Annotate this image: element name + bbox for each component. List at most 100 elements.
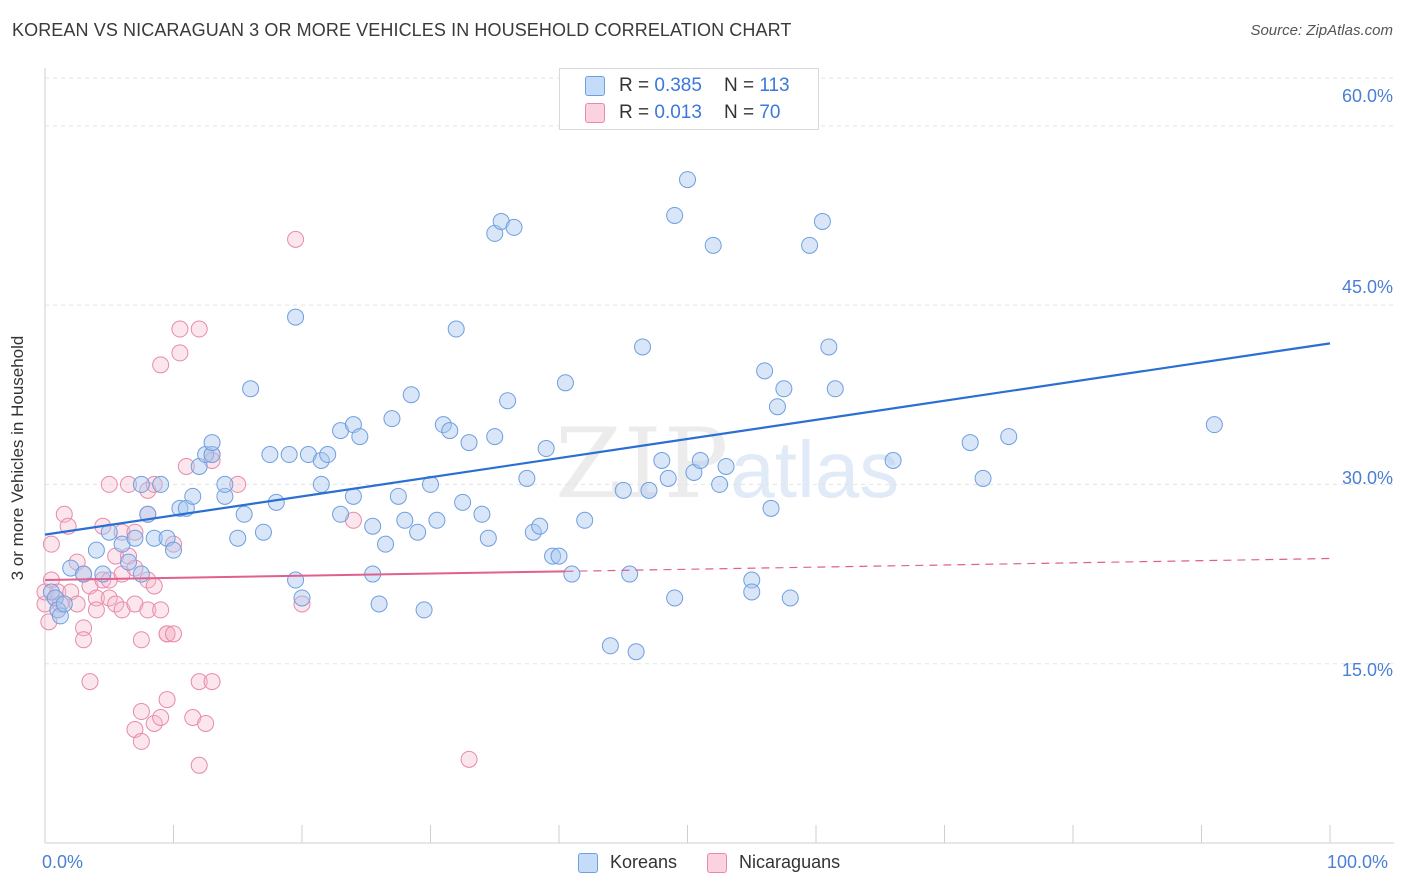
nicaraguan-point xyxy=(132,732,150,750)
x-tick-label-min: 0.0% xyxy=(42,852,84,872)
watermark-atlas: atlas xyxy=(730,425,900,514)
correlation-legend: R = 0.385 N = 113 R = 0.013 N = 70 xyxy=(559,68,819,130)
nicaraguan-point xyxy=(203,673,221,691)
nicaraguan-point xyxy=(158,625,176,643)
korean-point xyxy=(145,529,163,547)
nicaraguan-point xyxy=(197,714,215,732)
korean-point xyxy=(75,565,93,583)
korean-point xyxy=(152,475,170,493)
nicaraguan-point xyxy=(145,475,163,493)
korean-point xyxy=(961,434,979,452)
korean-point xyxy=(287,571,305,589)
korean-point xyxy=(627,643,645,661)
x-tick-label-max: 100.0% xyxy=(1327,852,1389,872)
legend-item-koreans[interactable]: Koreans xyxy=(578,852,677,873)
nicaraguan-point xyxy=(190,320,208,338)
watermark: ZIPatlas xyxy=(555,408,899,520)
nicaraguan-point xyxy=(120,475,138,493)
legend-n-label: N = xyxy=(723,75,755,96)
korean-point xyxy=(884,452,902,469)
nicaraguan-point xyxy=(100,589,118,607)
y-tick-label-45: 45.0% xyxy=(1341,277,1393,297)
korean-point xyxy=(743,571,761,589)
korean-point xyxy=(203,446,221,464)
koreans-trend-line xyxy=(44,342,1331,536)
korean-point xyxy=(640,481,658,499)
korean-point xyxy=(659,469,677,487)
legend-n-label: N = xyxy=(723,102,755,123)
korean-point xyxy=(601,637,619,655)
legend-r-value: 0.013 xyxy=(654,102,702,123)
korean-point xyxy=(242,380,260,398)
nicaraguan-point xyxy=(132,631,150,649)
nicaraguan-point xyxy=(139,571,157,589)
series-legend: Koreans Nicaraguans xyxy=(578,852,870,873)
korean-point xyxy=(132,565,150,583)
y-axis-label: 3 or more Vehicles in Household xyxy=(8,335,27,581)
nicaraguan-point xyxy=(293,595,311,613)
korean-point xyxy=(216,475,234,493)
korean-point xyxy=(267,493,285,511)
legend-r-value: 0.385 xyxy=(654,75,702,96)
korean-point xyxy=(332,505,350,523)
korean-point xyxy=(171,499,189,517)
korean-point xyxy=(312,475,330,493)
korean-point xyxy=(132,475,150,493)
korean-point xyxy=(428,511,446,529)
korean-point xyxy=(293,589,311,607)
nicaraguan-point xyxy=(152,356,170,374)
korean-point xyxy=(801,236,819,254)
korean-point xyxy=(351,428,369,446)
korean-point xyxy=(743,583,761,601)
nicaraguans-trend-extension xyxy=(565,557,1331,572)
nicaraguan-point xyxy=(145,577,163,595)
nicaraguan-point xyxy=(190,673,208,691)
korean-point xyxy=(434,416,452,434)
korean-point xyxy=(415,601,433,619)
korean-point xyxy=(775,380,793,398)
korean-point xyxy=(820,338,838,356)
legend-swatch-koreans xyxy=(585,76,605,96)
nicaraguan-point xyxy=(75,631,93,649)
korean-point xyxy=(537,440,555,458)
legend-label-nicaraguans: Nicaraguans xyxy=(739,852,841,872)
nicaraguan-point xyxy=(107,595,125,613)
korean-point xyxy=(216,487,234,505)
korean-point xyxy=(389,487,407,505)
korean-point xyxy=(1000,428,1018,446)
korean-point xyxy=(679,171,696,189)
korean-point xyxy=(756,362,774,380)
nicaraguan-point xyxy=(229,475,247,493)
nicaraguan-point xyxy=(126,559,144,577)
legend-r-label: R = xyxy=(619,75,650,96)
legend-r-label: R = xyxy=(619,102,650,123)
korean-point xyxy=(524,523,542,541)
legend-swatch-nicaraguans xyxy=(585,103,605,123)
legend-item-nicaraguans[interactable]: Nicaraguans xyxy=(707,852,840,873)
korean-point xyxy=(261,446,279,464)
legend-n-value: 113 xyxy=(759,75,790,96)
nicaraguan-point xyxy=(145,714,163,732)
korean-point xyxy=(319,446,337,464)
korean-point xyxy=(499,392,517,410)
nicaraguan-point xyxy=(139,601,157,619)
korean-point xyxy=(364,517,382,535)
nicaraguan-point xyxy=(171,320,189,338)
korean-point xyxy=(691,452,709,469)
legend-row-koreans: R = 0.385 N = 113 xyxy=(585,73,790,99)
korean-point xyxy=(666,206,684,224)
nicaraguan-point xyxy=(152,601,170,619)
nicaraguan-point xyxy=(177,457,195,475)
korean-point xyxy=(556,374,574,392)
korean-point xyxy=(653,452,671,469)
nicaraguan-point xyxy=(87,601,105,619)
legend-swatch-nicaraguans xyxy=(707,852,728,873)
nicaraguan-point xyxy=(68,595,86,613)
nicaraguan-point xyxy=(100,475,118,493)
watermark-zip: ZIP xyxy=(555,408,731,520)
y-tick-label-60: 60.0% xyxy=(1341,86,1393,106)
nicaraguan-point xyxy=(42,535,60,553)
korean-point xyxy=(505,218,523,236)
nicaraguan-point xyxy=(158,691,176,709)
